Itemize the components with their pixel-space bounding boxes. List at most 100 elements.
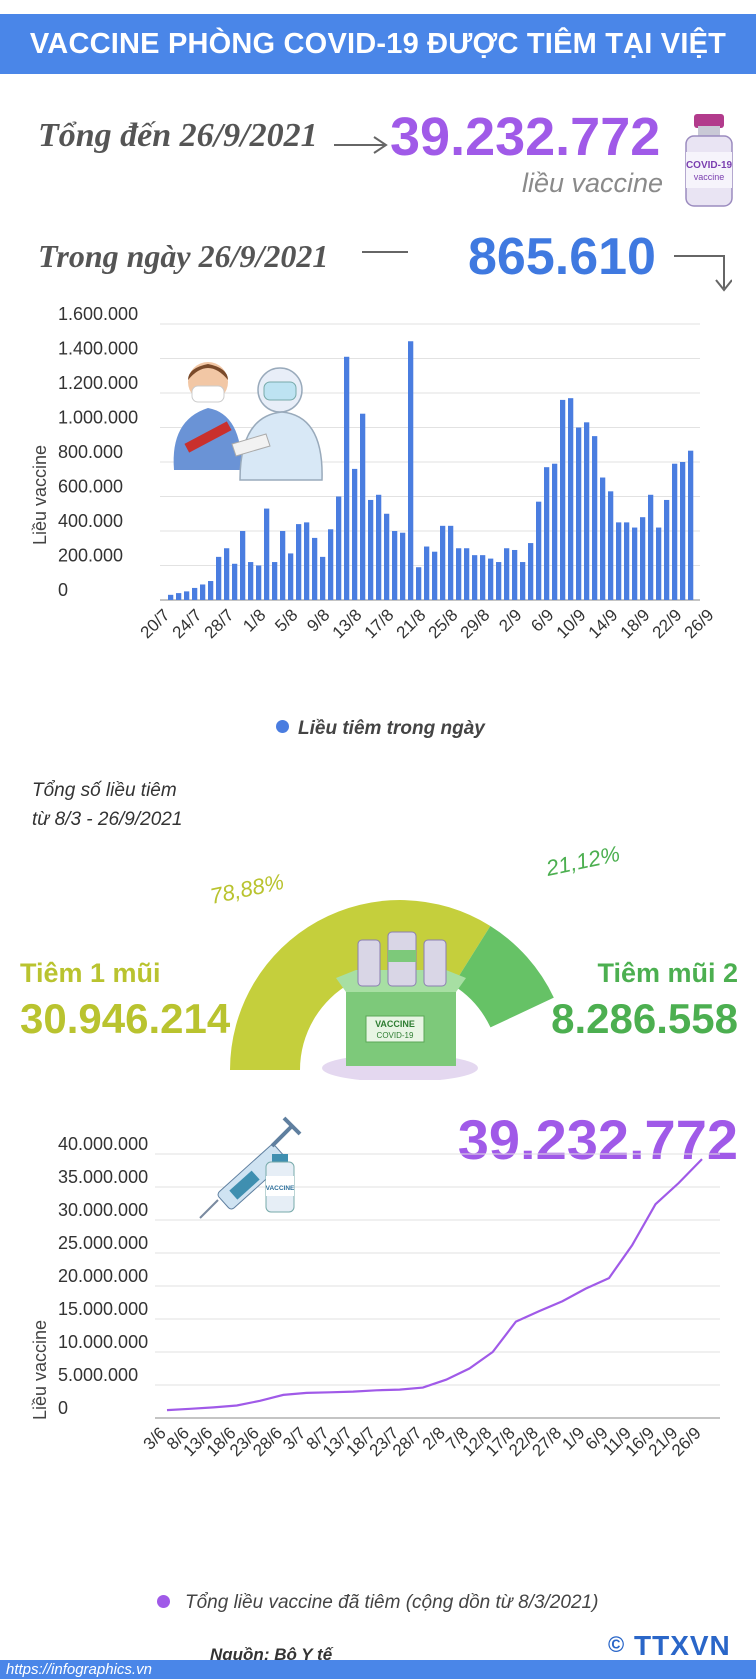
bar [680, 462, 686, 600]
dose2-value: 8.286.558 [551, 995, 738, 1042]
nurse-illustration [173, 362, 323, 481]
bar-xtick-label: 24/7 [169, 605, 206, 642]
bar-xtick-label: 1/8 [239, 605, 269, 635]
bar [288, 553, 294, 600]
cumulative-series-line [166, 1158, 703, 1412]
small-vial-illustration: VACCINE [265, 1154, 295, 1213]
bar [664, 499, 670, 600]
bar-xtick-label: 5/8 [271, 605, 301, 635]
percent-dose1: 78,88% [208, 869, 286, 909]
bar [368, 499, 374, 600]
box-label: VACCINE [375, 1019, 415, 1029]
bar [648, 494, 654, 600]
bar-chart-ylabel: Liều vaccine [30, 445, 50, 545]
legend-dot-cumulative [157, 1595, 170, 1608]
bar [184, 591, 190, 600]
bar [672, 463, 678, 600]
legend-daily: Liều tiêm trong ngày [298, 718, 485, 739]
bar [584, 422, 590, 600]
bar-xtick-label: 22/9 [649, 605, 686, 642]
bar [232, 563, 238, 600]
bar [616, 522, 622, 600]
bar-ytick-label: 1.000.000 [58, 408, 138, 428]
line-ytick-label: 40.000.000 [58, 1134, 148, 1154]
dose1-label: Tiêm 1 mũi [20, 958, 161, 988]
bar [576, 427, 582, 600]
website-link[interactable]: https://infographics.vn [6, 1661, 152, 1678]
bar [296, 524, 302, 600]
bar [344, 356, 350, 600]
bottom-bar [0, 1660, 756, 1679]
bar [280, 531, 286, 600]
bar [448, 525, 454, 600]
bar [528, 543, 534, 600]
dose-share-semi-donut: 78,88% 21,12% VACCINE COVID-19 [208, 841, 622, 1080]
line-ytick-label: 25.000.000 [58, 1233, 148, 1253]
bar [352, 468, 358, 600]
bar-xtick-label: 17/8 [361, 605, 398, 642]
line-ytick-label: 10.000.000 [58, 1332, 148, 1352]
bar [504, 548, 510, 600]
bar [520, 562, 526, 600]
bar [640, 517, 646, 600]
box-sub: COVID-19 [377, 1031, 414, 1040]
line-ytick-label: 30.000.000 [58, 1200, 148, 1220]
bar-xtick-label: 28/7 [201, 605, 238, 642]
total-value: 39.232.772 [390, 107, 661, 167]
bar-xtick-label: 13/8 [329, 605, 366, 642]
line-ytick-label: 20.000.000 [58, 1266, 148, 1286]
bar [224, 548, 230, 600]
bar [264, 508, 270, 600]
bar-ytick-label: 200.000 [58, 546, 123, 566]
bar-xtick-label: 21/8 [393, 605, 430, 642]
dose2-label: Tiêm mũi 2 [597, 958, 738, 988]
bar [384, 513, 390, 600]
vaccine-vial-icon: COVID-19 vaccine [685, 114, 733, 207]
vial-label: COVID-19 [686, 160, 733, 171]
bar [624, 522, 630, 600]
bar [392, 531, 398, 600]
bar [536, 501, 542, 600]
small-vial-label: VACCINE [266, 1185, 295, 1192]
legend-cumulative: Tổng liều vaccine đã tiêm (cộng dồn từ 8… [185, 1592, 599, 1613]
bar [432, 551, 438, 600]
donut-slice [453, 925, 554, 1028]
dose1-value: 30.946.214 [20, 995, 231, 1042]
arrow-down-icon [674, 255, 732, 292]
bar [440, 525, 446, 600]
bar-ytick-label: 600.000 [58, 477, 123, 497]
bar [256, 565, 262, 600]
bar [552, 463, 558, 600]
bar-xtick-label: 20/7 [137, 605, 174, 642]
bar [496, 562, 502, 600]
bar [320, 556, 326, 600]
total-label: Tổng đến 26/9/2021 [38, 117, 318, 154]
bar [456, 548, 462, 600]
bar [608, 491, 614, 600]
legend-dot-daily [276, 720, 289, 733]
bar [336, 496, 342, 600]
dash-icon [362, 251, 408, 253]
bar [216, 556, 222, 600]
bar [272, 562, 278, 600]
daily-label: Trong ngày 26/9/2021 [38, 238, 329, 274]
bar [248, 562, 254, 600]
cumulative-line-chart: 0 5.000.000 10.000.000 15.000.000 20.000.000… [30, 1116, 720, 1460]
daily-doses-bar-chart: 0 200.000 400.000 600.000 800.000 1.000.000 1.… [30, 304, 718, 642]
ttxvn-logo: TTXVN [634, 1630, 731, 1661]
bar [176, 593, 182, 600]
bar-xtick-label: 2/9 [495, 605, 525, 635]
donut-caption-line1: Tổng số liều tiêm [32, 780, 177, 801]
bar [472, 555, 478, 600]
bar [240, 531, 246, 600]
bar-xtick-label: 26/9 [681, 605, 718, 642]
source-note: Nguồn: Bộ Y tế [210, 1645, 333, 1664]
bar-xtick-label: 14/9 [585, 605, 622, 642]
line-ytick-label: 15.000.000 [58, 1299, 148, 1319]
bar [600, 477, 606, 600]
bar [560, 399, 566, 600]
bar [592, 436, 598, 600]
bar [408, 341, 414, 600]
title-bar [0, 14, 756, 74]
cumulative-headline: 39.232.772 [457, 1108, 738, 1171]
